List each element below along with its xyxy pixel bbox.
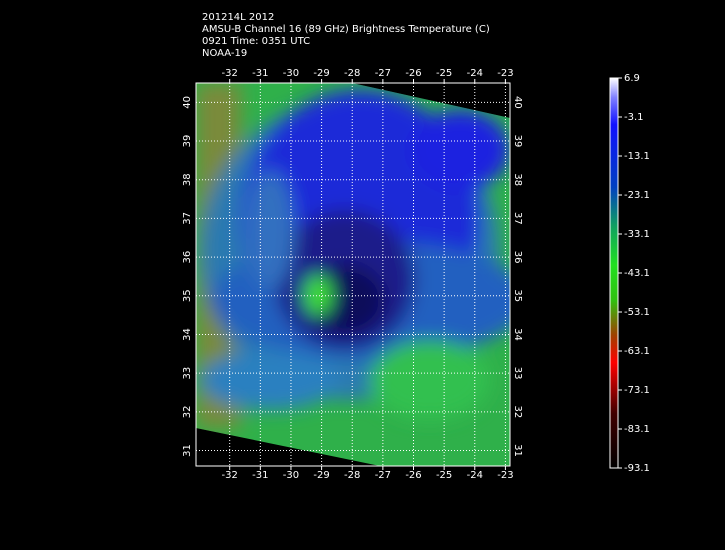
title-line: 0921 Time: 0351 UTC [202, 36, 310, 47]
lat-label: 40 [182, 96, 193, 109]
lon-label: -31 [252, 68, 268, 79]
lon-label: -23 [497, 68, 513, 79]
lon-label: -30 [283, 68, 299, 79]
lon-label: -32 [222, 68, 238, 79]
satellite-image [196, 83, 510, 466]
lat-label: 36 [182, 251, 193, 264]
colorbar-label: -93.1 [624, 463, 650, 474]
colorbar-label: -33.1 [624, 229, 650, 240]
lon-label: -29 [313, 470, 329, 481]
lat-label: 38 [512, 173, 523, 186]
lon-label: -24 [467, 68, 483, 79]
lon-label: -23 [497, 470, 513, 481]
colorbar-label: -3.1 [624, 112, 644, 123]
lat-label: 35 [512, 289, 523, 302]
lat-label: 31 [182, 444, 193, 457]
lat-label: 32 [182, 405, 193, 418]
lon-label: -26 [405, 470, 421, 481]
map-frame [195, 82, 511, 467]
title-line: 201214L 2012 [202, 12, 274, 23]
lat-label: 33 [512, 367, 523, 380]
lon-label: -27 [375, 470, 391, 481]
lon-label: -24 [467, 470, 483, 481]
lat-label: 34 [512, 328, 523, 341]
map-overlay [196, 79, 510, 470]
colorbar-label: -73.1 [624, 385, 650, 396]
title-line: NOAA-19 [202, 48, 247, 59]
lat-label: 39 [182, 135, 193, 148]
lat-label: 35 [182, 289, 193, 302]
colorbar-label: -23.1 [624, 190, 650, 201]
lon-label: -32 [222, 470, 238, 481]
lon-label: -25 [436, 68, 452, 79]
colorbar-label: -83.1 [624, 424, 650, 435]
lat-label: 33 [182, 367, 193, 380]
title-line: AMSU-B Channel 16 (89 GHz) Brightness Te… [202, 24, 490, 35]
lon-label: -29 [313, 68, 329, 79]
colorbar [609, 77, 619, 469]
lat-label: 32 [512, 405, 523, 418]
lat-label: 37 [182, 212, 193, 225]
colorbar-label: -43.1 [624, 268, 650, 279]
lat-label: 39 [512, 135, 523, 148]
lat-label: 40 [512, 96, 523, 109]
lat-label: 34 [182, 328, 193, 341]
lon-label: -28 [344, 470, 360, 481]
lat-label: 37 [512, 212, 523, 225]
colorbar-label: -53.1 [624, 307, 650, 318]
lon-label: -31 [252, 470, 268, 481]
lon-label: -28 [344, 68, 360, 79]
colorbar-label: 6.9 [624, 73, 640, 84]
lon-label: -30 [283, 470, 299, 481]
lat-label: 31 [512, 444, 523, 457]
colorbar-label: -13.1 [624, 151, 650, 162]
colorbar-label: -63.1 [624, 346, 650, 357]
lat-label: 36 [512, 251, 523, 264]
lat-label: 38 [182, 173, 193, 186]
lon-label: -27 [375, 68, 391, 79]
lon-label: -26 [405, 68, 421, 79]
title-block: 201214L 2012 AMSU-B Channel 16 (89 GHz) … [202, 12, 490, 59]
lon-label: -25 [436, 470, 452, 481]
